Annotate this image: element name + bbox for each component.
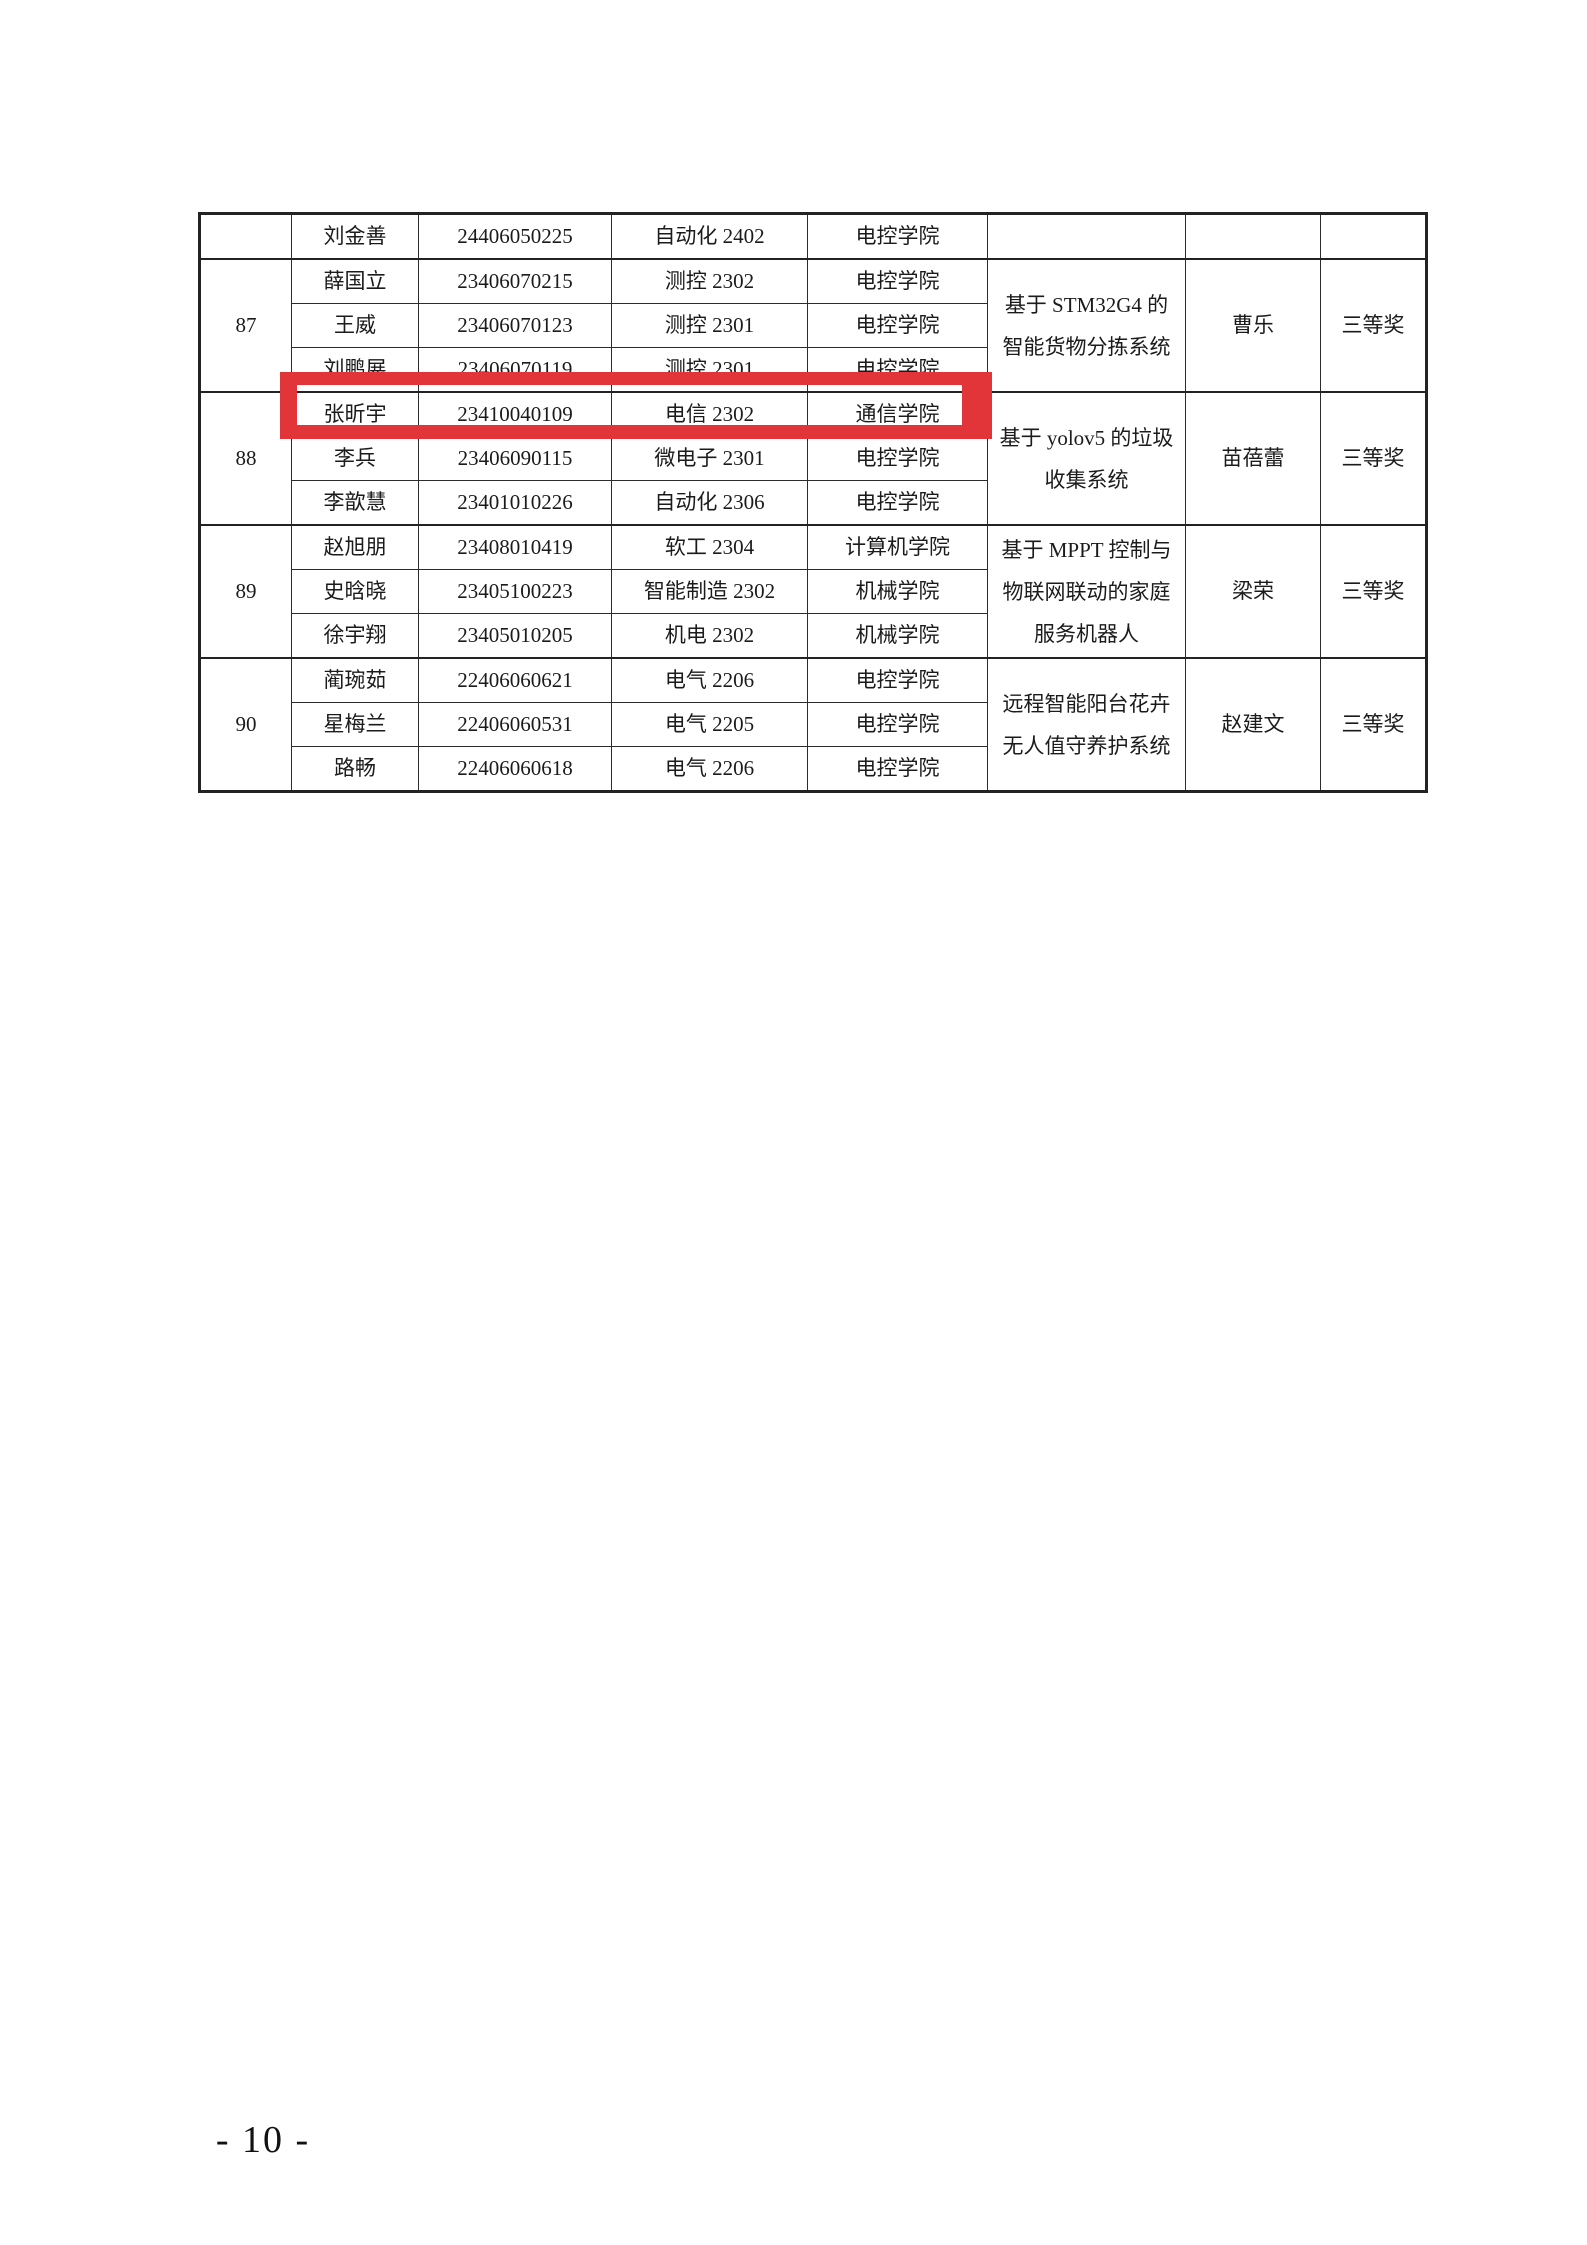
student-id-cell: 22406060531 (418, 702, 612, 747)
seq-cell: 89 (199, 524, 292, 659)
college-cell: 计算机学院 (807, 524, 988, 570)
table-row: 路畅 22406060618 电气 2206 电控学院 (200, 746, 1427, 792)
project-title-line: 服务机器人 (1034, 621, 1139, 646)
project-title-line: 基于 yolov5 的垃圾 (999, 425, 1174, 450)
advisor-cell: 曹乐 (1185, 258, 1321, 393)
table-row: 李兵 23406090115 微电子 2301 电控学院 (200, 436, 1427, 481)
class-cell: 电气 2205 (611, 702, 808, 747)
project-cell: 基于 STM32G4 的 智能货物分拣系统 (987, 258, 1186, 393)
class-cell: 机电 2302 (611, 613, 808, 659)
table-row: 89 赵旭朋 23408010419 软工 2304 计算机学院 基于 MPPT… (199, 524, 1427, 659)
advisor-cell: 赵建文 (1185, 657, 1321, 792)
award-cell (1320, 213, 1427, 260)
project-cell: 基于 yolov5 的垃圾 收集系统 (987, 391, 1186, 526)
table-row: 李歆慧 23401010226 自动化 2306 电控学院 (200, 480, 1427, 526)
name-cell: 李兵 (291, 436, 419, 481)
project-title-line: 基于 MPPT 控制与 (1001, 537, 1172, 562)
college-cell: 电控学院 (807, 258, 988, 304)
seq-cell: 90 (199, 657, 292, 792)
name-cell: 李歆慧 (291, 480, 419, 526)
college-cell: 电控学院 (807, 303, 988, 348)
name-cell: 蔺琬茹 (291, 657, 419, 703)
table-row: 刘金善 24406050225 自动化 2402 电控学院 (199, 213, 1427, 260)
seq-cell: 87 (199, 258, 292, 393)
project-title-line: 无人值守养护系统 (1002, 733, 1171, 758)
student-id-cell: 23405010205 (418, 613, 612, 659)
class-cell: 智能制造 2302 (611, 569, 808, 614)
seq-cell: 88 (199, 391, 292, 526)
award-cell: 三等奖 (1320, 657, 1427, 792)
college-cell: 电控学院 (807, 702, 988, 747)
name-cell: 徐宇翔 (291, 613, 419, 659)
college-cell: 电控学院 (807, 657, 988, 703)
class-cell: 自动化 2402 (611, 213, 808, 260)
student-id-cell: 23405100223 (418, 569, 612, 614)
student-id-cell: 23406070123 (418, 303, 612, 348)
class-cell: 电气 2206 (611, 746, 808, 792)
class-cell: 电气 2206 (611, 657, 808, 703)
college-cell: 机械学院 (807, 569, 988, 614)
award-cell: 三等奖 (1320, 258, 1427, 393)
award-cell: 三等奖 (1320, 524, 1427, 659)
table-row: 星梅兰 22406060531 电气 2205 电控学院 (200, 702, 1427, 747)
college-cell: 电控学院 (807, 436, 988, 481)
project-cell: 远程智能阳台花卉 无人值守养护系统 (987, 657, 1186, 792)
name-cell: 赵旭朋 (291, 524, 419, 570)
class-cell: 测控 2301 (611, 303, 808, 348)
award-cell: 三等奖 (1320, 391, 1427, 526)
advisor-cell (1185, 213, 1321, 260)
table-row: 史晗晓 23405100223 智能制造 2302 机械学院 (200, 569, 1427, 614)
advisor-cell: 苗蓓蕾 (1185, 391, 1321, 526)
student-id-cell: 22406060618 (418, 746, 612, 792)
student-id-cell: 23406090115 (418, 436, 612, 481)
name-cell: 史晗晓 (291, 569, 419, 614)
name-cell: 路畅 (291, 746, 419, 792)
table-row: 徐宇翔 23405010205 机电 2302 机械学院 (200, 613, 1427, 659)
seq-cell (199, 213, 292, 260)
student-id-cell: 23406070215 (418, 258, 612, 304)
student-id-cell: 23408010419 (418, 524, 612, 570)
project-title-line: 远程智能阳台花卉 (1002, 691, 1171, 716)
student-id-cell: 22406060621 (418, 657, 612, 703)
student-id-cell: 24406050225 (418, 213, 612, 260)
name-cell: 星梅兰 (291, 702, 419, 747)
awards-table: 刘金善 24406050225 自动化 2402 电控学院 87 薛国立 234… (198, 212, 1428, 793)
table-row: 90 蔺琬茹 22406060621 电气 2206 电控学院 远程智能阳台花卉… (199, 657, 1427, 792)
table-row: 王威 23406070123 测控 2301 电控学院 (200, 303, 1427, 348)
name-cell: 王威 (291, 303, 419, 348)
advisor-cell: 梁荣 (1185, 524, 1321, 659)
college-cell: 电控学院 (807, 213, 988, 260)
project-title-line: 智能货物分拣系统 (1002, 334, 1171, 359)
table-row: 87 薛国立 23406070215 测控 2302 电控学院 基于 STM32… (199, 258, 1427, 393)
name-cell: 薛国立 (291, 258, 419, 304)
college-cell: 机械学院 (807, 613, 988, 659)
college-cell: 电控学院 (807, 480, 988, 526)
project-title-line: 物联网联动的家庭 (1002, 579, 1171, 604)
highlight-box (280, 372, 992, 439)
class-cell: 测控 2302 (611, 258, 808, 304)
class-cell: 软工 2304 (611, 524, 808, 570)
name-cell: 刘金善 (291, 213, 419, 260)
project-title-line: 收集系统 (1044, 467, 1129, 492)
project-title-line: 基于 STM32G4 的 (1004, 292, 1169, 317)
class-cell: 微电子 2301 (611, 436, 808, 481)
page-number: - 10 - (215, 2119, 311, 2161)
project-cell (987, 213, 1186, 260)
student-id-cell: 23401010226 (418, 480, 612, 526)
college-cell: 电控学院 (807, 746, 988, 792)
class-cell: 自动化 2306 (611, 480, 808, 526)
project-cell: 基于 MPPT 控制与 物联网联动的家庭 服务机器人 (987, 524, 1186, 659)
